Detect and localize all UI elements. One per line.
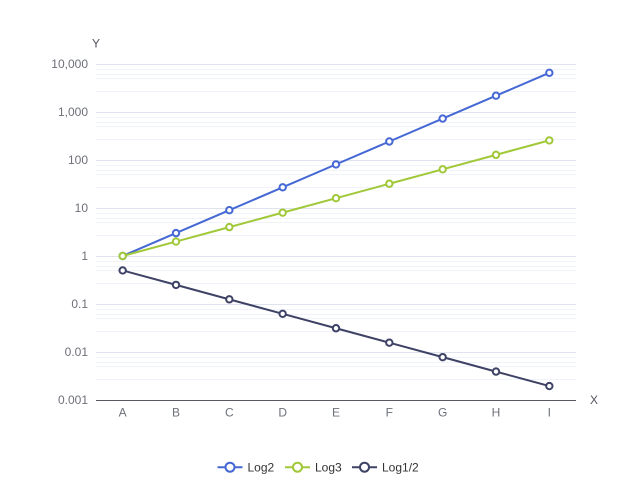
svg-text:B: B — [172, 406, 180, 420]
svg-text:C: C — [225, 406, 234, 420]
svg-text:1: 1 — [81, 249, 88, 263]
svg-text:F: F — [386, 406, 393, 420]
svg-text:Y: Y — [92, 37, 100, 51]
svg-text:Log1/2: Log1/2 — [382, 461, 419, 475]
svg-text:G: G — [438, 406, 447, 420]
svg-text:X: X — [590, 393, 598, 407]
svg-text:H: H — [492, 406, 501, 420]
svg-text:D: D — [278, 406, 287, 420]
svg-text:100: 100 — [68, 153, 88, 167]
svg-text:Log2: Log2 — [248, 461, 275, 475]
svg-text:I: I — [548, 406, 551, 420]
svg-text:1,000: 1,000 — [58, 105, 88, 119]
svg-text:10: 10 — [75, 201, 89, 215]
svg-text:0.1: 0.1 — [71, 297, 88, 311]
svg-text:A: A — [119, 406, 127, 420]
svg-text:Log3: Log3 — [315, 461, 342, 475]
svg-text:E: E — [332, 406, 340, 420]
svg-text:0.01: 0.01 — [65, 345, 89, 359]
svg-text:0.001: 0.001 — [58, 393, 88, 407]
svg-text:10,000: 10,000 — [51, 57, 88, 71]
